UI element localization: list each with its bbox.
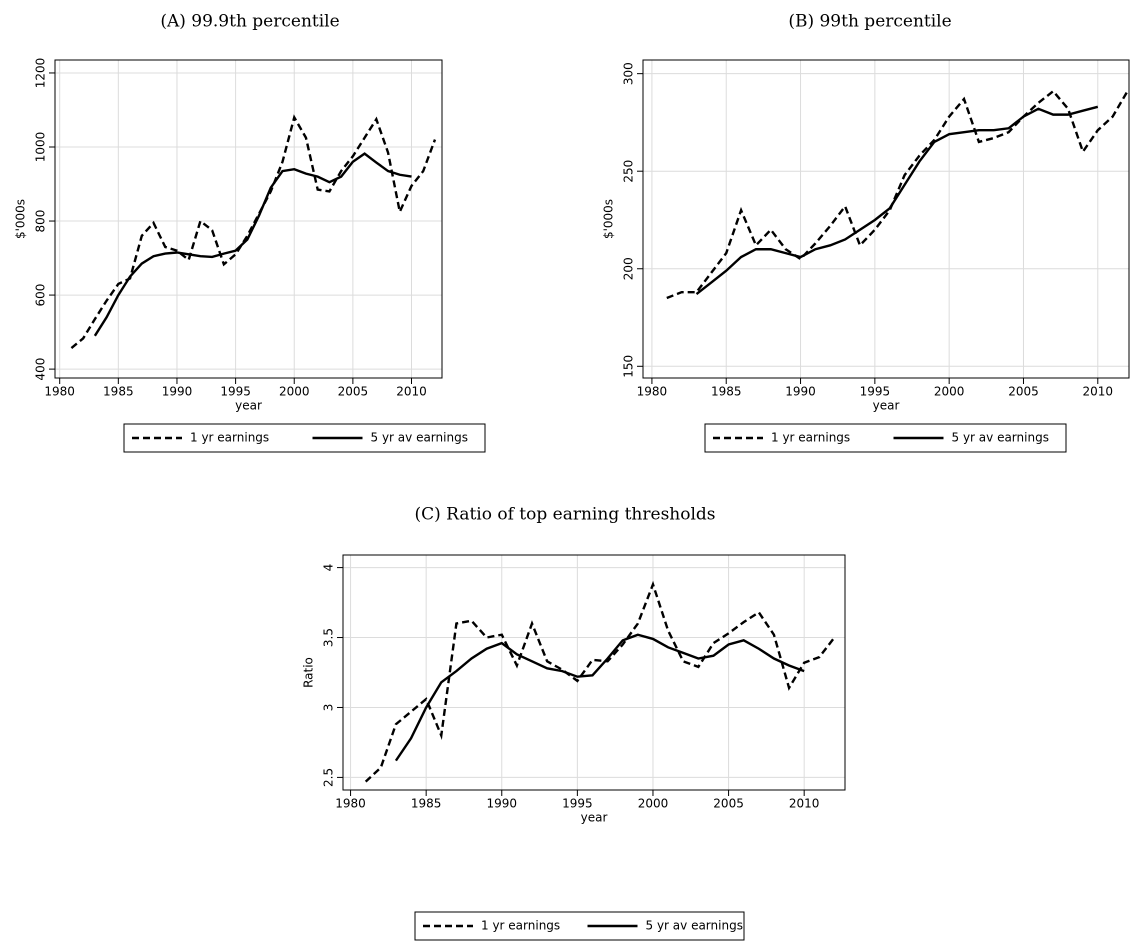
y-tick-label: 4 — [322, 564, 336, 572]
chart-title: (C) Ratio of top earning thresholds — [414, 505, 715, 525]
line-series — [666, 89, 1129, 300]
legend-box — [123, 423, 486, 453]
x-tick-label: 2010 — [396, 385, 427, 399]
y-tick-label: 3 — [322, 704, 336, 712]
x-tick-label: 1980 — [44, 385, 75, 399]
plot-area — [642, 59, 1130, 379]
y-axis-label: Ratio — [302, 657, 316, 688]
line-series — [93, 152, 412, 337]
x-tick-label: 1990 — [486, 797, 517, 811]
x-tick-label: 1980 — [335, 797, 366, 811]
x-tick-label: 1985 — [711, 385, 742, 399]
y-tick-label: 3.5 — [322, 628, 336, 647]
legend-label: 5 yr av earnings — [371, 431, 468, 445]
line-series — [695, 105, 1099, 296]
x-tick-label: 1995 — [860, 385, 891, 399]
legend-box — [704, 423, 1067, 453]
line-series — [70, 114, 437, 349]
x-tick-label: 2000 — [279, 385, 310, 399]
x-tick-label: 2010 — [789, 797, 820, 811]
plot-frame — [54, 59, 443, 379]
y-tick-label: 200 — [622, 257, 636, 280]
x-tick-label: 2005 — [713, 797, 744, 811]
legend-label: 5 yr av earnings — [646, 919, 743, 933]
x-tick-label: 1985 — [411, 797, 442, 811]
x-tick-label: 1990 — [785, 385, 816, 399]
chart-title: (A) 99.9th percentile — [160, 12, 339, 32]
x-tick-label: 2005 — [338, 385, 369, 399]
x-tick-label: 1980 — [637, 385, 668, 399]
legend-label: 1 yr earnings — [190, 431, 269, 445]
y-axis-label: $'000s — [602, 199, 616, 239]
y-tick-label: 800 — [34, 210, 48, 233]
x-tick-label: 1995 — [562, 797, 593, 811]
x-axis-label: year — [873, 399, 900, 413]
x-tick-label: 1995 — [220, 385, 251, 399]
y-tick-label: 2.5 — [322, 768, 336, 787]
y-tick-label: 250 — [622, 160, 636, 183]
x-tick-label: 2005 — [1008, 385, 1039, 399]
x-tick-label: 2000 — [638, 797, 669, 811]
y-tick-label: 150 — [622, 355, 636, 378]
y-axis-label: $'000s — [14, 199, 28, 239]
line-series — [394, 633, 805, 762]
y-tick-label: 600 — [34, 284, 48, 307]
y-tick-label: 1000 — [34, 132, 48, 163]
line-series — [364, 580, 836, 783]
chart-title: (B) 99th percentile — [788, 12, 951, 32]
y-tick-label: 1200 — [34, 58, 48, 89]
x-axis-label: year — [235, 399, 262, 413]
x-tick-label: 2000 — [934, 385, 965, 399]
legend-label: 1 yr earnings — [481, 919, 560, 933]
y-tick-label: 400 — [34, 358, 48, 381]
x-tick-label: 2010 — [1083, 385, 1114, 399]
x-axis-label: year — [581, 811, 608, 825]
legend-label: 5 yr av earnings — [952, 431, 1049, 445]
plot-frame — [342, 554, 846, 791]
y-tick-label: 300 — [622, 62, 636, 85]
legend-label: 1 yr earnings — [771, 431, 850, 445]
x-tick-label: 1990 — [162, 385, 193, 399]
x-tick-label: 1985 — [103, 385, 134, 399]
plot-frame — [642, 59, 1130, 379]
plot-area — [54, 59, 443, 379]
